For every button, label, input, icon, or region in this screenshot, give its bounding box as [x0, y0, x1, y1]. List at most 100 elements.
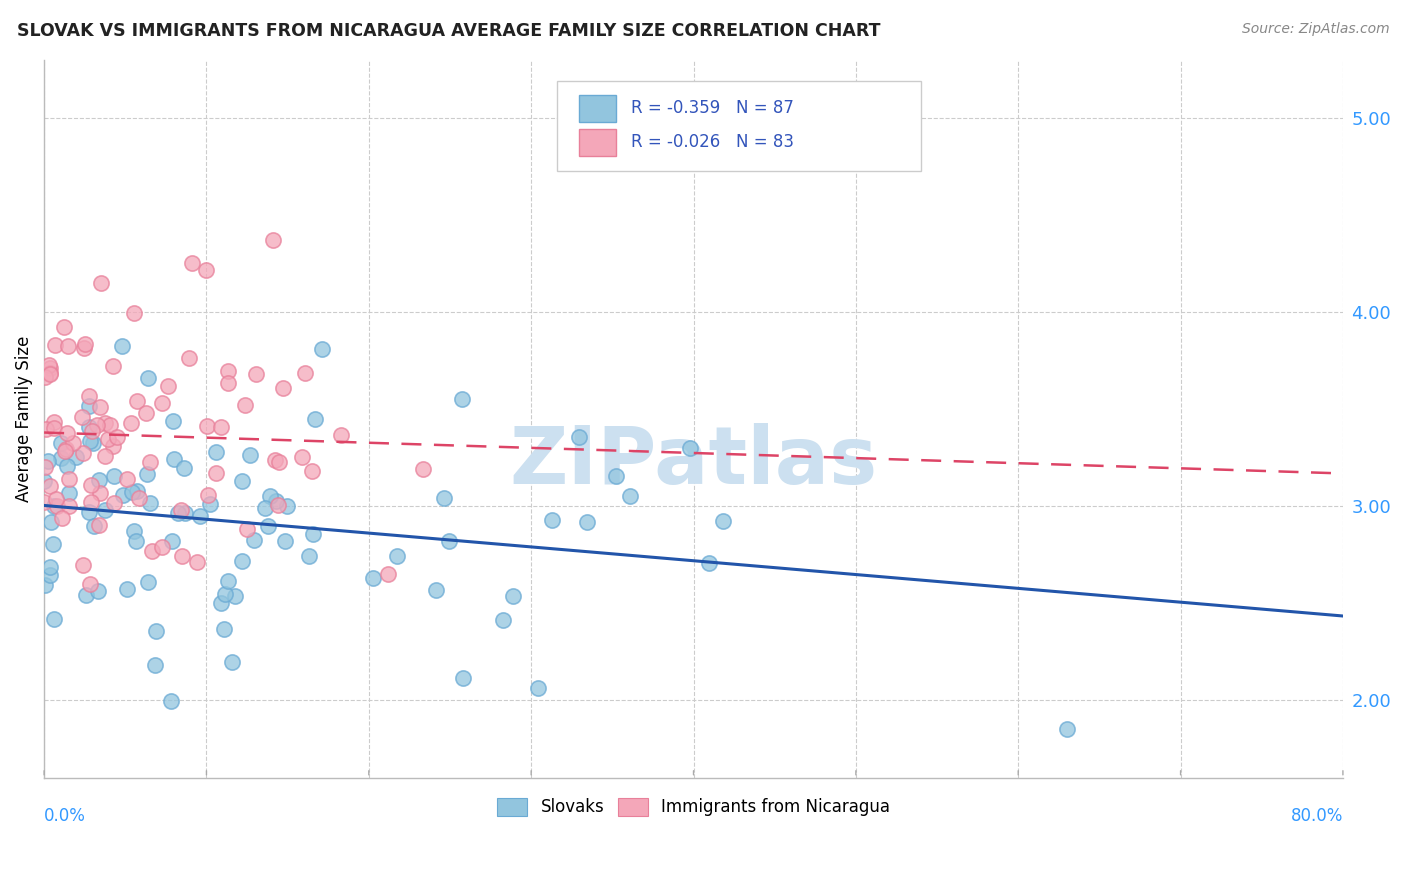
Point [276, 499, 298, 513]
Point [170, 549, 193, 564]
Point [89, 485, 111, 500]
Point [235, 522, 257, 536]
Point [433, 491, 456, 505]
Point [39, 367, 62, 381]
Point [173, 506, 195, 520]
Point [145, 624, 167, 639]
Point [101, 359, 124, 373]
Point [103, 496, 125, 510]
Point [173, 461, 195, 475]
Text: Source: ZipAtlas.com: Source: ZipAtlas.com [1241, 22, 1389, 37]
Point [274, 533, 297, 548]
Point [257, 518, 280, 533]
Point [194, 262, 217, 277]
Text: 0.0%: 0.0% [44, 806, 86, 825]
Point [264, 452, 287, 467]
Point [267, 455, 290, 469]
Point [32, 474, 55, 488]
Point [502, 589, 524, 603]
Point [94, 449, 117, 463]
Point [170, 503, 193, 517]
Point [44, 338, 66, 352]
Point [79, 505, 101, 519]
Point [150, 540, 173, 554]
Point [39, 559, 62, 574]
Point [53, 443, 76, 458]
Point [204, 466, 226, 480]
Point [425, 582, 447, 597]
Point [72, 558, 94, 573]
Point [38, 479, 60, 493]
Point [301, 464, 323, 478]
Point [117, 472, 139, 486]
Point [128, 491, 150, 506]
Point [451, 671, 474, 685]
Point [42, 499, 65, 513]
Point [94, 416, 117, 430]
Point [83, 519, 105, 533]
Point [412, 462, 434, 476]
Point [98, 418, 121, 433]
Point [180, 255, 202, 269]
Point [56, 459, 79, 474]
Point [65, 450, 87, 464]
Point [136, 574, 159, 589]
Point [259, 489, 281, 503]
Point [82, 435, 104, 450]
Point [214, 587, 236, 601]
Point [53, 320, 76, 334]
Point [87, 584, 110, 599]
Point [160, 694, 183, 708]
Point [79, 576, 101, 591]
Point [103, 469, 125, 483]
Point [233, 398, 256, 412]
Point [125, 534, 148, 549]
Point [605, 468, 627, 483]
Legend: Slovaks, Immigrants from Nicaragua: Slovaks, Immigrants from Nicaragua [491, 791, 897, 823]
Point [143, 657, 166, 672]
Point [156, 378, 179, 392]
Point [302, 527, 325, 541]
Point [217, 376, 239, 390]
Text: 80.0%: 80.0% [1291, 806, 1343, 825]
Point [186, 555, 208, 569]
Point [211, 596, 233, 610]
Point [699, 556, 721, 570]
Point [217, 364, 239, 378]
Point [243, 533, 266, 547]
Point [49, 451, 72, 466]
Bar [579, 128, 616, 156]
Y-axis label: Average Family Size: Average Family Size [15, 335, 32, 502]
Point [77, 420, 100, 434]
Point [120, 416, 142, 430]
Point [38, 360, 60, 375]
Point [79, 389, 101, 403]
Point [34, 494, 56, 508]
Point [103, 439, 125, 453]
Point [162, 451, 184, 466]
Point [167, 506, 190, 520]
Point [330, 428, 353, 442]
Point [115, 582, 138, 596]
Point [291, 450, 314, 465]
Point [124, 524, 146, 538]
Point [46, 499, 69, 513]
Point [141, 544, 163, 558]
Point [42, 421, 65, 435]
Point [127, 393, 149, 408]
Point [49, 435, 72, 450]
Point [34, 460, 56, 475]
Point [197, 488, 219, 502]
Point [267, 498, 290, 512]
Point [212, 622, 235, 636]
Point [38, 568, 60, 582]
Point [619, 490, 641, 504]
Point [221, 656, 243, 670]
Point [190, 508, 212, 523]
Point [112, 488, 135, 502]
Point [139, 496, 162, 510]
Point [73, 341, 96, 355]
Point [39, 515, 62, 529]
Point [55, 442, 77, 456]
Point [122, 306, 145, 320]
